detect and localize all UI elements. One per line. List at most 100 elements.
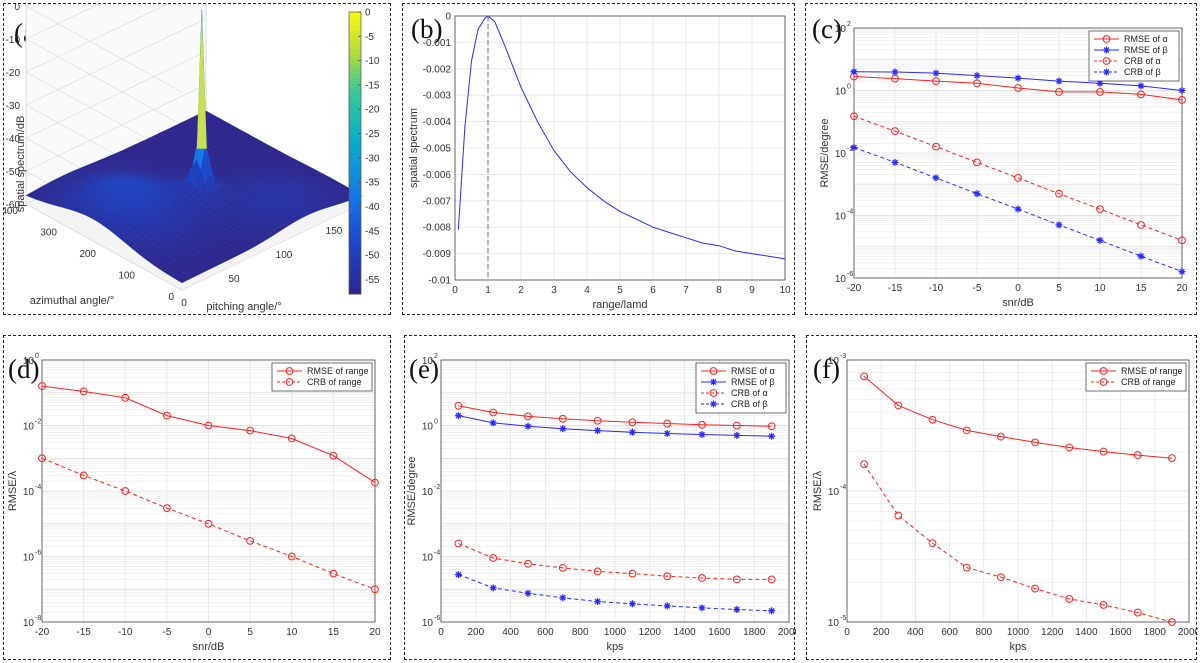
legend-box xyxy=(271,362,373,392)
colorbar-step xyxy=(349,214,361,220)
data-point xyxy=(628,569,637,578)
data-point xyxy=(1065,443,1074,452)
y-tick-label: 10 xyxy=(422,356,434,367)
series-line xyxy=(41,385,376,484)
colorbar-tick-label: -30 xyxy=(365,153,380,164)
colorbar-step xyxy=(349,16,361,22)
colorbar-step xyxy=(349,96,361,102)
y-tick-exponent: -4 xyxy=(434,550,440,557)
colorbar-step xyxy=(349,87,361,93)
y-tick-label: 10 xyxy=(422,422,434,433)
data-point xyxy=(594,427,602,435)
z-tick-label: 0 xyxy=(14,4,20,13)
y-tick-label: -0.006 xyxy=(423,170,452,181)
y-axis-label: spatial spectrum xyxy=(408,108,420,188)
x-tick-label: 1400 xyxy=(673,627,696,638)
colorbar-step xyxy=(349,73,361,79)
colorbar-tick-label: -50 xyxy=(365,251,380,262)
x-tick-label: 2 xyxy=(518,285,524,296)
y-tick-label: 10 xyxy=(23,553,35,564)
colorbar-step xyxy=(349,176,361,182)
data-point xyxy=(1014,205,1022,213)
data-point xyxy=(121,487,130,495)
y-axis-label: RMSE/degree xyxy=(819,118,831,187)
data-point xyxy=(79,387,88,396)
plot-frame xyxy=(853,27,1183,279)
data-point xyxy=(1137,82,1145,90)
panel-a: (a) 0-10-20-30-40-50-6040030020010000501… xyxy=(3,3,391,315)
x-tick-label: 2000 xyxy=(1178,627,1198,638)
data-point xyxy=(768,432,776,440)
data-point xyxy=(1178,87,1186,94)
x-tick-label: 4 xyxy=(584,285,590,296)
data-point xyxy=(1096,88,1104,96)
z-tick-label: -10 xyxy=(6,35,21,46)
colorbar-step xyxy=(349,148,361,154)
colorbar-step xyxy=(349,204,361,210)
y-tick-label: 10 xyxy=(422,487,434,498)
data-point xyxy=(204,519,213,528)
x-tick-label: 1600 xyxy=(708,627,731,638)
data-point xyxy=(204,421,213,430)
data-point xyxy=(1014,84,1022,92)
data-point xyxy=(932,69,940,77)
colorbar-step xyxy=(349,289,361,295)
x-tick-label: 20 xyxy=(369,627,381,638)
y-tick-exponent: -6 xyxy=(35,550,41,557)
data-point xyxy=(850,68,858,76)
legend-marker xyxy=(710,400,717,408)
data-point xyxy=(928,415,937,424)
z-tick-label: -50 xyxy=(6,167,21,178)
panel-label-c: (c) xyxy=(812,14,842,44)
y-tick-exponent: -4 xyxy=(840,484,846,491)
x-tick-label: -15 xyxy=(76,627,91,638)
data-point xyxy=(121,393,130,402)
x-tick-label: -5 xyxy=(162,627,171,638)
pitch-tick-label: 150 xyxy=(326,226,343,237)
data-point xyxy=(162,411,171,420)
data-point xyxy=(329,569,338,578)
x-tick-label: 20 xyxy=(1176,283,1188,294)
colorbar-step xyxy=(349,247,361,253)
data-point xyxy=(628,418,637,427)
series-line xyxy=(41,457,376,590)
colorbar-step xyxy=(349,162,361,168)
chart-b-svg: (b) 0 1 2 3 4 5 6 7 8 9 10 0 -0.001 -0.002 -0.003 -0.00… xyxy=(408,12,791,312)
colorbar-step xyxy=(349,195,361,201)
data-point xyxy=(663,419,672,428)
colorbar-step xyxy=(349,134,361,140)
colorbar-step xyxy=(349,49,361,55)
azimuth-axis-label: azimuthal angle/° xyxy=(30,295,115,307)
y-tick-exponent: -2 xyxy=(847,146,853,153)
data-point xyxy=(1178,268,1186,276)
x-tick-label: 0 xyxy=(438,627,444,638)
data-point xyxy=(454,412,462,420)
data-point xyxy=(698,604,706,612)
colorbar-step xyxy=(349,120,361,126)
colorbar-step xyxy=(349,101,361,107)
x-tick-label: 800 xyxy=(975,627,992,638)
y-tick-label: 10 xyxy=(835,212,847,223)
y-tick-exponent: -6 xyxy=(847,271,853,278)
colorbar-step xyxy=(349,265,361,271)
x-tick-label: 15 xyxy=(1135,283,1147,294)
x-tick-label: -10 xyxy=(118,627,133,638)
y-tick-label: 10 xyxy=(835,149,847,160)
x-tick-label: 1600 xyxy=(1109,627,1132,638)
data-point xyxy=(932,77,940,85)
x-tick-label: 0 xyxy=(206,627,212,638)
data-point xyxy=(558,563,567,572)
colorbar-step xyxy=(349,77,361,83)
z-tick-label: -40 xyxy=(6,134,21,145)
legend-label: CRB of β xyxy=(1124,67,1161,77)
colorbar-step xyxy=(349,143,361,149)
legend-label: CRB of α xyxy=(731,388,768,398)
data-point xyxy=(559,594,567,602)
x-tick-label: 2000 xyxy=(778,627,796,638)
colorbar-step xyxy=(349,270,361,276)
data-point xyxy=(1137,252,1145,260)
colorbar-step xyxy=(349,242,361,248)
data-point xyxy=(973,72,981,80)
data-point xyxy=(287,434,296,443)
data-point xyxy=(663,602,671,610)
